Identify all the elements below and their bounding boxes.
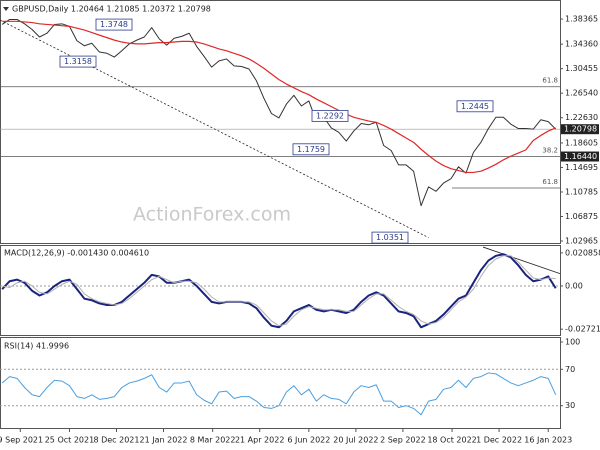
macd-trendline <box>482 246 561 274</box>
y-tick-label: 1.10785 <box>565 187 598 196</box>
x-tick-label: 16 Jan 2023 <box>524 436 572 445</box>
level-box <box>371 231 409 244</box>
series-line <box>2 255 556 327</box>
x-tick-label: 20 Jul 2022 <box>333 436 378 445</box>
fib-label: 61.8 <box>542 77 558 85</box>
level-box <box>456 100 494 113</box>
x-tick-label: 1 Dec 2022 <box>476 436 522 445</box>
y-tick-label: 1.38365 <box>565 15 598 24</box>
series-line <box>1 18 557 207</box>
y-tick-label: 1.22630 <box>565 113 598 122</box>
rsi-title: RSI(14) 41.9996 <box>4 342 69 351</box>
series-line <box>1 372 557 416</box>
level-label: 1.3748 <box>100 20 128 29</box>
y-tick-label: 100 <box>565 338 580 347</box>
x-tick-label: 18 Oct 2022 <box>427 436 476 445</box>
x-tick-label: 21 Apr 2022 <box>235 436 284 445</box>
level-box <box>95 18 133 31</box>
price-tag-label: 1.16440 <box>564 152 597 161</box>
y-tick-label: 1.06875 <box>565 212 598 221</box>
fib-label: 38.2 <box>542 147 558 155</box>
x-tick-label: 8 Mar 2022 <box>190 436 236 445</box>
level-label: 1.2445 <box>461 102 489 111</box>
y-tick-label: 70 <box>565 365 575 374</box>
y-tick-label: 0.00 <box>565 281 583 290</box>
y-tick-label: 1.14695 <box>565 163 598 172</box>
level-label: 1.3158 <box>64 57 92 66</box>
macd-panel-frame <box>0 245 561 336</box>
price-tag <box>561 124 599 135</box>
level-box <box>292 143 330 156</box>
macd-title: MACD(12,26,9) -0.001430 0.004610 <box>4 249 149 258</box>
y-tick-label: 1.26540 <box>565 89 598 98</box>
x-tick-label: 21 Jan 2022 <box>140 436 188 445</box>
y-tick-label: 1.30455 <box>565 64 598 73</box>
price-tag-label: 1.20798 <box>564 125 597 134</box>
y-tick-label: -0.027213 <box>565 325 600 334</box>
fib-label: 61.8 <box>542 178 558 186</box>
y-tick-label: 0.020858 <box>565 248 600 257</box>
level-box <box>59 55 97 68</box>
x-tick-label: 9 Sep 2021 <box>0 436 43 445</box>
main-panel-frame <box>0 0 561 244</box>
x-tick-label: 6 Jun 2022 <box>287 436 330 445</box>
level-label: 1.1759 <box>297 145 325 154</box>
level-label: 1.0351 <box>376 233 404 242</box>
rsi-panel-frame <box>0 337 561 429</box>
menu-triangle <box>3 7 9 11</box>
x-tick-label: 25 Oct 2021 <box>45 436 94 445</box>
y-tick-label: 30 <box>565 401 575 410</box>
y-tick-label: 1.02965 <box>565 237 598 246</box>
y-tick-label: 1.18605 <box>565 138 598 147</box>
series-line <box>2 20 556 174</box>
chart-title: GBPUSD,Daily 1.20464 1.21085 1.20372 1.2… <box>12 5 211 14</box>
level-box <box>311 109 349 122</box>
level-label: 1.2292 <box>316 111 344 120</box>
price-tag <box>561 151 599 162</box>
series-line <box>1 253 557 329</box>
watermark: ActionForex.com <box>133 204 291 226</box>
y-tick-label: 1.34360 <box>565 40 598 49</box>
x-tick-label: 2 Sep 2022 <box>380 436 426 445</box>
x-tick-label: 8 Dec 2021 <box>93 436 139 445</box>
